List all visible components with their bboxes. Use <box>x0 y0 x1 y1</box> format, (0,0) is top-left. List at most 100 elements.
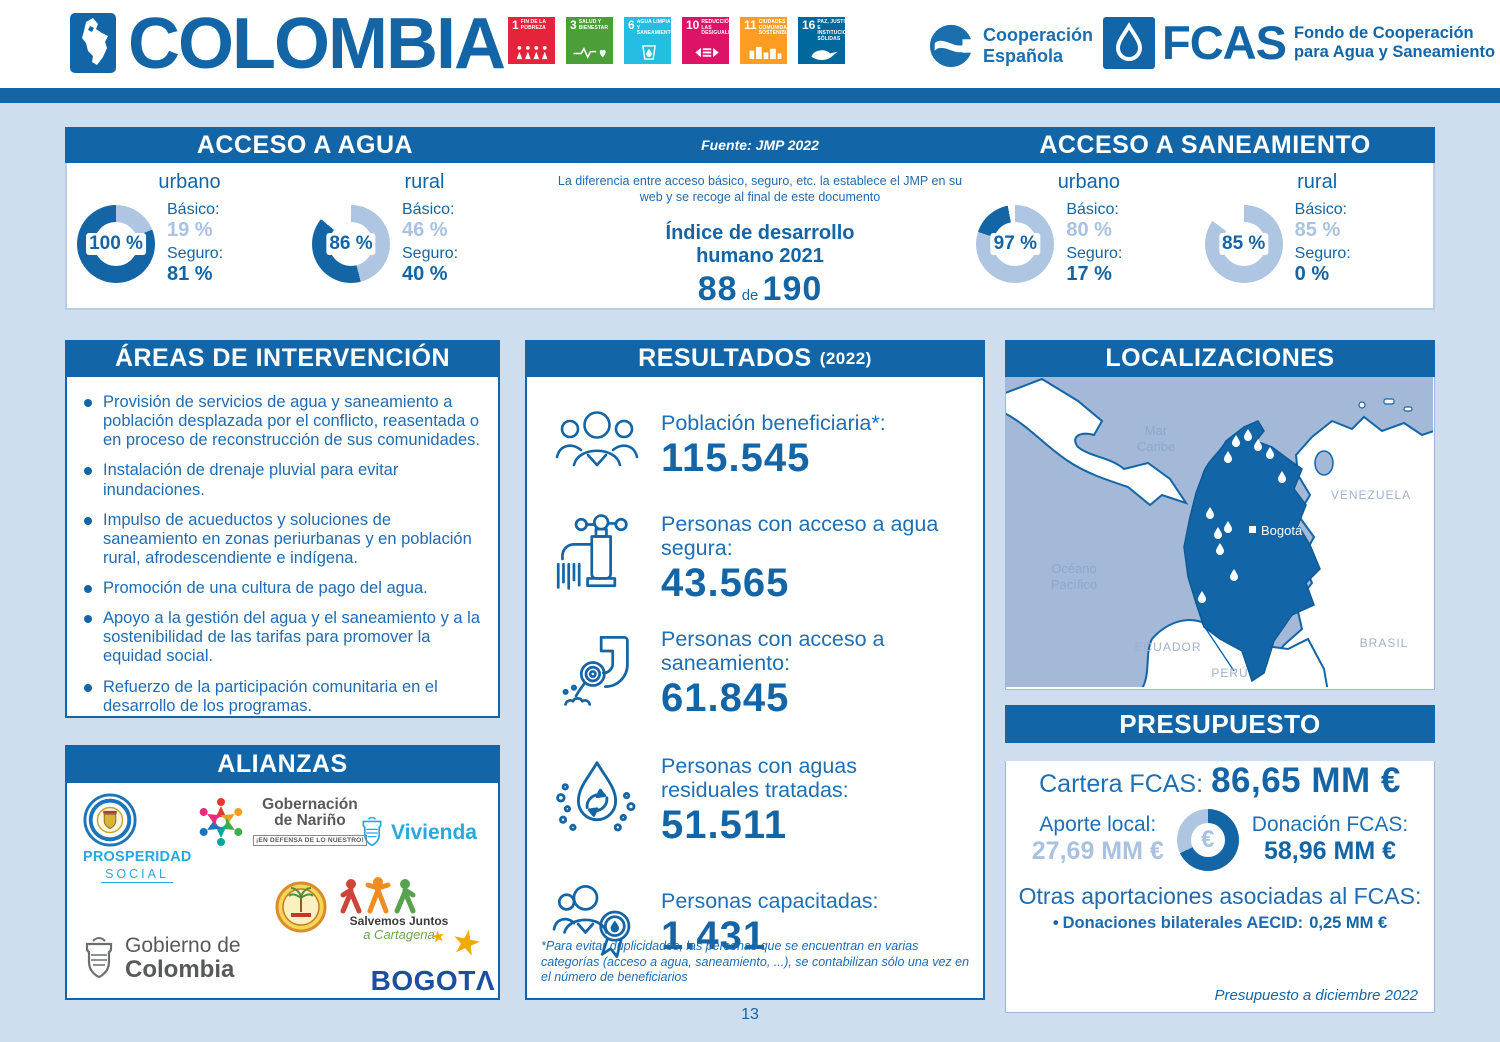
result-row: Personas con acceso a saneamiento: 61.84… <box>527 621 983 725</box>
drain-pipe-icon <box>533 629 661 717</box>
sdg-1-icon: 1 Fin de la pobreza <box>508 17 555 64</box>
localizaciones-panel: LOCALIZACIONES <box>1005 340 1435 690</box>
page-number: 13 <box>741 1006 759 1023</box>
bullet-icon <box>84 585 92 593</box>
sanitation-access-zone: urbano 97 % Básico: 80 % Seguro: 17 % ru… <box>973 163 1433 309</box>
list-item: Apoyo a la gestión del agua y el saneami… <box>75 609 488 666</box>
water-rural-donut-chart: 86 % <box>312 205 390 284</box>
hdi-title-line2: humano 2021 <box>696 244 824 267</box>
list-item: Provisión de servicios de agua y saneami… <box>75 393 488 450</box>
result-row: Personas capacitadas: 1.431 <box>527 873 983 973</box>
trained-people-icon <box>533 879 661 967</box>
presupuesto-title: PRESUPUESTO <box>1005 705 1435 743</box>
cooperacion-logo-line1: Cooperación <box>983 25 1094 46</box>
water-rural-group: rural 86 % Básico: 46 % Seguro: 40 % <box>312 171 537 309</box>
cartera-value: 86,65 MM € <box>1211 761 1401 800</box>
gobierno-crest-icon <box>85 937 113 979</box>
resultados-title: RESULTADOS (2022) <box>525 340 985 377</box>
water-tap-icon <box>533 514 661 602</box>
cooperacion-espanola-logo: Cooperación Española <box>928 23 1093 69</box>
aporte-local: Aporte local: 27,69 MM € <box>1031 812 1164 865</box>
map-label-peru: PERÚ <box>1211 665 1248 680</box>
resultados-year: (2022) <box>819 348 872 368</box>
resultados-footnote: *Para evitar duplicidades, las personas … <box>541 939 970 985</box>
narino-star-icon <box>199 798 243 846</box>
sanitation-urban-donut-chart: 97 % <box>976 205 1055 284</box>
bullet-icon <box>84 683 92 692</box>
svg-text:Caribe: Caribe <box>1137 439 1175 454</box>
map-label-caribe: Mar <box>1145 423 1168 438</box>
map-label-venezuela: VENEZUELA <box>1331 488 1411 502</box>
gobierno-colombia-logo: Gobierno de Colombia <box>81 934 241 983</box>
resultados-panel: RESULTADOS (2022) Población beneficiaria*… <box>525 340 985 1000</box>
sanitation-access-title: ACCESO A SANEAMIENTO <box>1039 130 1371 159</box>
colombia-map-icon <box>70 13 116 73</box>
vivienda-logo: Vivienda <box>359 817 477 849</box>
donacion-fcas: Donación FCAS: 58,96 MM € <box>1251 812 1409 865</box>
sdg-16-icon: 16Paz, justicia e instituciones sólidas <box>798 17 845 64</box>
cartera-label: Cartera FCAS: <box>1039 770 1204 798</box>
bullet-icon <box>84 399 92 407</box>
sanitation-urban-group: urbano 97 % Básico: 80 % Seguro: 17 % <box>976 171 1201 309</box>
prosperidad-seal-icon <box>83 793 137 847</box>
sanitation-rural-group: rural 85 % Básico: 85 % Seguro: 0 % <box>1204 171 1430 309</box>
sdg-10-icon: 10Reducción de las desigualdades <box>682 17 729 64</box>
water-access-zone: urbano 100 % Básico: 19 % Seguro: 81 % r… <box>67 163 547 309</box>
cooperacion-logo-line2: Española <box>983 46 1064 66</box>
result-row: Población beneficiaria*: 115.545 <box>527 397 983 493</box>
budget-donut-chart: € <box>1176 809 1239 871</box>
water-urban-group: urbano 100 % Básico: 19 % Seguro: 81 % <box>77 171 302 309</box>
fcas-logo: FCAS Fondo de Cooperación para Agua y Sa… <box>1103 17 1495 69</box>
list-item: Impulso de acueductos y soluciones de sa… <box>75 511 488 568</box>
page-header: COLOMBIA 1 Fin de la pobreza 3 Salud y bie… <box>0 0 1500 88</box>
presupuesto-panel: PRESUPUESTO Cartera FCAS: 86,65 MM € Apo… <box>1005 705 1435 1013</box>
svg-text:Pacífico: Pacífico <box>1051 577 1097 592</box>
bullet-icon <box>84 467 92 476</box>
sdg-3-icon: 3 Salud y bienestar <box>566 17 613 64</box>
salvemos-figures-icon <box>340 877 416 914</box>
areas-title: ÁREAS DE INTERVENCIÓN <box>65 340 500 377</box>
map-label-ecuador: ECUADOR <box>1134 640 1201 654</box>
list-item: Promoción de una cultura de pago del agu… <box>75 579 488 598</box>
alianzas-title: ALIANZAS <box>65 745 500 783</box>
budget-split-row: Aporte local: 27,69 MM € € Donación FCAS… <box>1006 809 1434 871</box>
colombia-region-map: Bogotá Mar Caribe VENEZUELA Océano Pacíf… <box>1006 377 1433 687</box>
prosperidad-social-logo: PROSPERIDAD SOCIAL <box>83 793 191 883</box>
source-note: Fuente: JMP 2022 <box>701 137 819 153</box>
salvemos-juntos-logo: Salvemos Juntos a Cartagena <box>335 877 463 942</box>
result-row: Personas con aguas residuales tratadas: … <box>527 747 983 853</box>
page-title: COLOMBIA <box>128 4 506 84</box>
sdg-icon-strip: 1 Fin de la pobreza 3 Salud y bienestar 6A… <box>508 17 845 64</box>
sdg-11-icon: 11Ciudades y comunidades sostenibles <box>740 17 787 64</box>
bullet-icon <box>84 615 92 624</box>
list-item: Refuerzo de la participación comunitaria… <box>75 678 488 716</box>
project-location-markers <box>1198 429 1286 603</box>
water-urban-donut-chart: 100 % <box>77 205 155 284</box>
localizaciones-title: LOCALIZACIONES <box>1005 340 1435 377</box>
hdi-zone: La diferencia entre acceso básico, segur… <box>547 163 973 309</box>
bogota-label: Bogotá <box>1261 523 1303 538</box>
bullet-icon <box>84 516 92 525</box>
fcas-tagline-line1: Fondo de Cooperación <box>1293 24 1474 43</box>
fcas-acronym: FCAS <box>1162 16 1287 69</box>
list-item: Instalación de drenaje pluvial para evit… <box>75 461 488 499</box>
hdi-title-line1: Índice de desarrollo <box>665 221 855 244</box>
water-access-title: ACCESO A AGUA <box>196 130 414 159</box>
alianzas-panel: ALIANZAS PROSPERIDAD SOCIAL <box>65 745 500 1000</box>
header-divider-bar <box>0 88 1500 103</box>
jmp-note: La diferencia entre acceso básico, segur… <box>557 174 963 205</box>
map-label-oceano: Océano <box>1051 561 1097 576</box>
bullet-icon: • <box>1052 914 1059 932</box>
access-panel: ACCESO A AGUA Fuente: JMP 2022 ACCESO A … <box>65 127 1435 310</box>
bogota-marker <box>1249 526 1256 533</box>
treated-water-icon <box>533 754 661 846</box>
sanitation-rural-donut-chart: 85 % <box>1204 205 1283 284</box>
cartera-row: Cartera FCAS: 86,65 MM € <box>1006 761 1434 801</box>
euro-icon: € <box>1201 826 1215 854</box>
fcas-tagline-line2: para Agua y Saneamiento <box>1293 43 1496 61</box>
hdi-rank: 88 de 190 <box>697 269 823 308</box>
cooperacion-logo-icon <box>929 24 974 68</box>
sdg-6-icon: 6 Agua limpia y saneamiento <box>624 17 671 64</box>
access-panel-header: ACCESO A AGUA Fuente: JMP 2022 ACCESO A … <box>65 127 1435 163</box>
water-drop-icon <box>1103 17 1155 69</box>
